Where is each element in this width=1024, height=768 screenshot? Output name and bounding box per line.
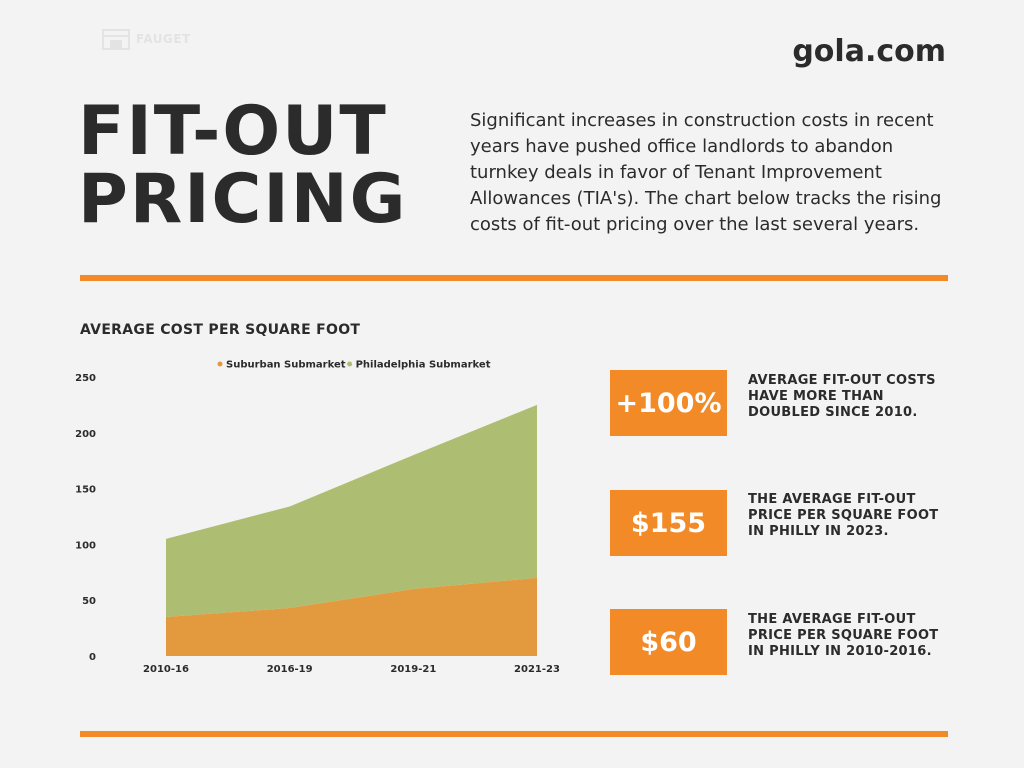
- title-line-2: PRICING: [78, 160, 408, 239]
- page-title: FIT-OUT PRICING: [78, 98, 407, 234]
- stat-text-1: AVERAGE FIT-OUT COSTS HAVE MORE THAN DOU…: [748, 373, 936, 420]
- legend-marker-philadelphia-submarket: [347, 361, 353, 367]
- x-tick-label: 2019-21: [390, 664, 436, 675]
- stat-value-2: $155: [610, 490, 727, 556]
- top-divider: [80, 275, 948, 281]
- store-icon: [102, 29, 130, 50]
- brand-logo: FAUGET: [102, 27, 191, 51]
- area-suburban-submarket: [166, 577, 537, 656]
- site-url: gola.com: [792, 34, 946, 69]
- stat-text-2: THE AVERAGE FIT-OUT PRICE PER SQUARE FOO…: [748, 492, 939, 539]
- area-philadelphia-submarket: [166, 404, 537, 617]
- x-tick-label: 2021-23: [514, 664, 560, 675]
- legend-label-suburban-submarket: Suburban Submarket: [226, 360, 346, 371]
- x-tick-label: 2016-19: [267, 664, 313, 675]
- area-chart: 0 50 100 150 200 250 2010-16 2016-19 2019-21 2021…: [75, 360, 560, 676]
- title-line-1: FIT-OUT: [78, 92, 388, 171]
- x-tick-label: 2010-16: [143, 664, 189, 675]
- stat-text-3: THE AVERAGE FIT-OUT PRICE PER SQUARE FOO…: [748, 612, 939, 659]
- y-tick-label: 100: [75, 540, 96, 551]
- y-tick-label: 0: [89, 652, 96, 663]
- stat-value-3: $60: [610, 609, 727, 675]
- stat-value-1: +100%: [610, 370, 727, 436]
- y-tick-label: 50: [82, 596, 96, 607]
- chart-title: AVERAGE COST PER SQUARE FOOT: [80, 322, 361, 338]
- y-tick-label: 250: [75, 373, 96, 384]
- intro-paragraph: Significant increases in construction co…: [470, 110, 942, 235]
- brand-logo-text: FAUGET: [136, 32, 191, 46]
- legend-label-philadelphia-submarket: Philadelphia Submarket: [356, 360, 491, 371]
- bottom-divider: [80, 731, 948, 737]
- legend-marker-suburban-submarket: [217, 361, 223, 367]
- y-tick-label: 200: [75, 429, 96, 440]
- y-tick-label: 150: [75, 485, 96, 496]
